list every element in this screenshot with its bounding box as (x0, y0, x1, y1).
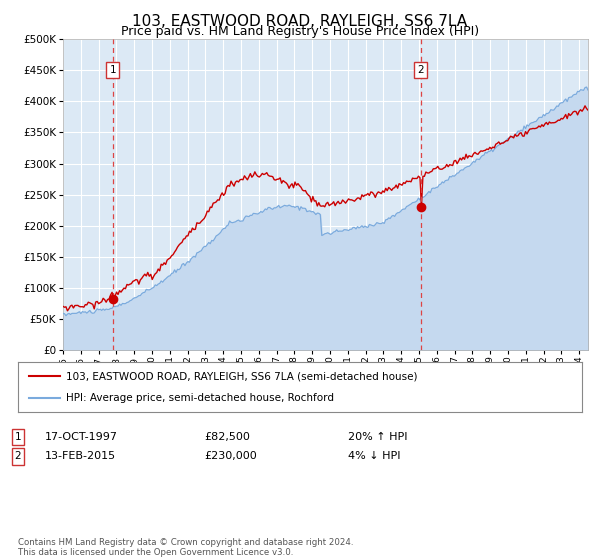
Text: 20% ↑ HPI: 20% ↑ HPI (348, 432, 407, 442)
Text: 103, EASTWOOD ROAD, RAYLEIGH, SS6 7LA: 103, EASTWOOD ROAD, RAYLEIGH, SS6 7LA (133, 14, 467, 29)
Text: HPI: Average price, semi-detached house, Rochford: HPI: Average price, semi-detached house,… (66, 393, 334, 403)
Text: £230,000: £230,000 (204, 451, 257, 461)
Text: 17-OCT-1997: 17-OCT-1997 (45, 432, 118, 442)
Text: 4% ↓ HPI: 4% ↓ HPI (348, 451, 401, 461)
Text: 2: 2 (14, 451, 22, 461)
Text: Price paid vs. HM Land Registry's House Price Index (HPI): Price paid vs. HM Land Registry's House … (121, 25, 479, 38)
Text: 103, EASTWOOD ROAD, RAYLEIGH, SS6 7LA (semi-detached house): 103, EASTWOOD ROAD, RAYLEIGH, SS6 7LA (s… (66, 371, 418, 381)
Text: 1: 1 (14, 432, 22, 442)
Text: £82,500: £82,500 (204, 432, 250, 442)
Text: 13-FEB-2015: 13-FEB-2015 (45, 451, 116, 461)
Text: 1: 1 (110, 66, 116, 75)
Text: Contains HM Land Registry data © Crown copyright and database right 2024.
This d: Contains HM Land Registry data © Crown c… (18, 538, 353, 557)
Text: 2: 2 (418, 66, 424, 75)
